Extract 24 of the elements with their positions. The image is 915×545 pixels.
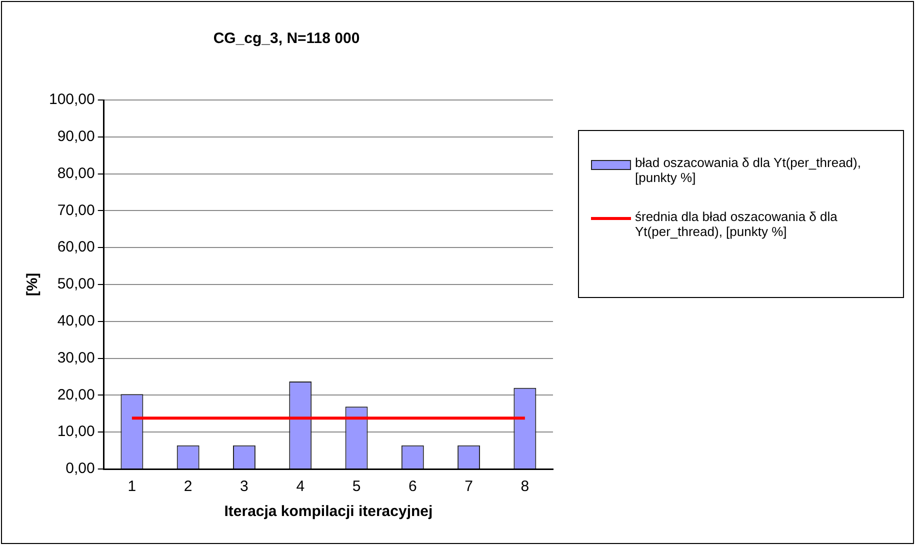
x-tick-label: 6: [408, 478, 417, 496]
y-tick-label: 40,00: [57, 312, 95, 330]
legend-label: średnia dla bład oszacowania δ dla Yt(per_thread), [punkty %]: [635, 209, 838, 239]
x-tick-label: 7: [464, 478, 473, 496]
y-tick-label: 90,00: [57, 128, 95, 146]
y-tick-label: 80,00: [57, 164, 95, 182]
chart-title: CG_cg_3, N=118 000: [213, 30, 360, 48]
y-tick-label: 30,00: [57, 349, 95, 366]
y-axis-title: [%]: [24, 272, 42, 296]
y-tick-label: 10,00: [57, 423, 95, 440]
x-tick-label: 1: [128, 478, 136, 496]
y-tick-label: 100,00: [48, 91, 95, 108]
x-tick-label: 8: [520, 478, 530, 496]
y-tick-label: 0,00: [66, 460, 95, 478]
y-tick-label: 60,00: [57, 238, 95, 256]
x-axis-title: Iteracja kompilacji iteracyjnej: [224, 503, 433, 520]
x-tick-label: 5: [352, 478, 361, 496]
legend-label: bład oszacowania δ dla Yt(per_thread), [punkty %]: [635, 155, 862, 185]
x-tick-label: 3: [240, 478, 248, 496]
y-tick-label: 20,00: [57, 386, 95, 404]
y-tick-label: 70,00: [57, 202, 95, 219]
y-tick-label: 50,00: [57, 276, 95, 293]
x-tick-label: 4: [296, 478, 305, 496]
x-tick-label: 2: [184, 478, 192, 496]
